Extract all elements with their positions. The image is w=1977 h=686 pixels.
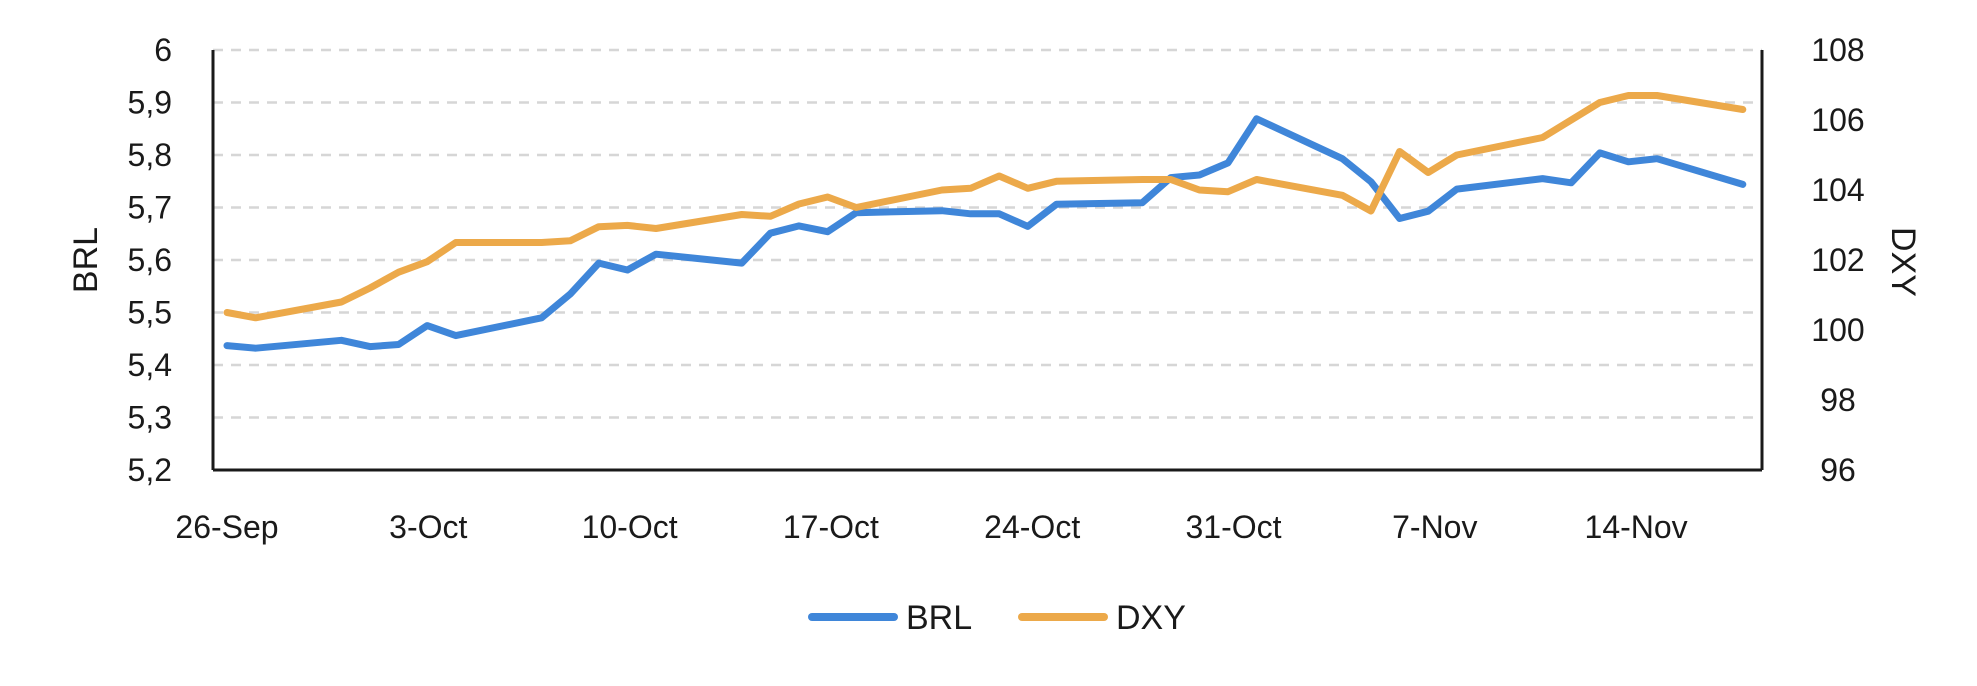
left-tick-label: 5,3 bbox=[128, 400, 172, 436]
left-tick-label: 5,6 bbox=[128, 242, 172, 278]
x-tick-label: 7-Nov bbox=[1392, 509, 1477, 545]
legend-label-dxy: DXY bbox=[1116, 599, 1186, 637]
x-tick-label: 14-Nov bbox=[1585, 509, 1688, 545]
gridlines bbox=[213, 48, 1762, 419]
x-tick-label: 17-Oct bbox=[783, 509, 879, 545]
left-tick-label: 5,2 bbox=[128, 452, 172, 488]
left-tick-label: 5,9 bbox=[128, 85, 172, 121]
right-axis-tick-labels: 96 98 100 102 104 106 108 bbox=[1811, 32, 1864, 488]
series-line-brl bbox=[223, 115, 1747, 352]
legend-label-brl: BRL bbox=[906, 599, 972, 637]
right-tick-label: 104 bbox=[1811, 172, 1864, 208]
series-line-dxy bbox=[223, 92, 1747, 322]
x-tick-label: 24-Oct bbox=[984, 509, 1080, 545]
right-tick-label: 102 bbox=[1811, 242, 1864, 278]
x-tick-label: 3-Oct bbox=[389, 509, 467, 545]
right-tick-label: 100 bbox=[1811, 312, 1864, 348]
left-tick-label: 5,5 bbox=[128, 295, 172, 331]
axes bbox=[211, 50, 1764, 472]
right-tick-label: 106 bbox=[1811, 102, 1864, 138]
left-tick-label: 5,7 bbox=[128, 190, 172, 226]
series-lines bbox=[223, 92, 1747, 352]
left-axis-tick-labels: 5,2 5,3 5,4 5,5 5,6 5,7 5,8 5,9 6 bbox=[128, 32, 172, 488]
left-tick-label: 6 bbox=[154, 32, 172, 68]
right-tick-label: 96 bbox=[1820, 452, 1856, 488]
x-axis-tick-labels: 26-Sep 3-Oct 10-Oct 17-Oct 24-Oct 31-Oct 7-Nov… bbox=[175, 509, 1687, 545]
right-axis-title: DXY bbox=[1884, 227, 1922, 297]
left-tick-label: 5,8 bbox=[128, 137, 172, 173]
x-tick-label: 10-Oct bbox=[582, 509, 678, 545]
right-tick-label: 98 bbox=[1820, 382, 1856, 418]
left-tick-label: 5,4 bbox=[128, 347, 172, 383]
x-tick-label: 31-Oct bbox=[1185, 509, 1281, 545]
x-tick-label: 26-Sep bbox=[175, 509, 278, 545]
left-axis-title: BRL bbox=[67, 227, 105, 293]
right-tick-label: 108 bbox=[1811, 32, 1864, 68]
legend: BRL DXY bbox=[808, 599, 1186, 637]
